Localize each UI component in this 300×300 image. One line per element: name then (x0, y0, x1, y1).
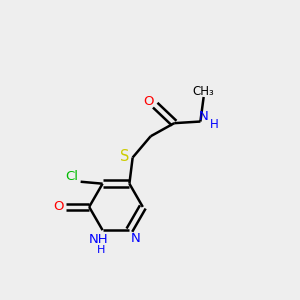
Text: CH₃: CH₃ (193, 85, 214, 98)
Text: Cl: Cl (66, 170, 79, 183)
Text: H: H (210, 118, 218, 130)
Text: S: S (120, 149, 129, 164)
Text: N: N (199, 110, 208, 123)
Text: H: H (97, 245, 105, 255)
Text: N: N (131, 232, 141, 245)
Text: O: O (53, 200, 64, 213)
Text: O: O (143, 95, 153, 108)
Text: NH: NH (89, 233, 108, 246)
